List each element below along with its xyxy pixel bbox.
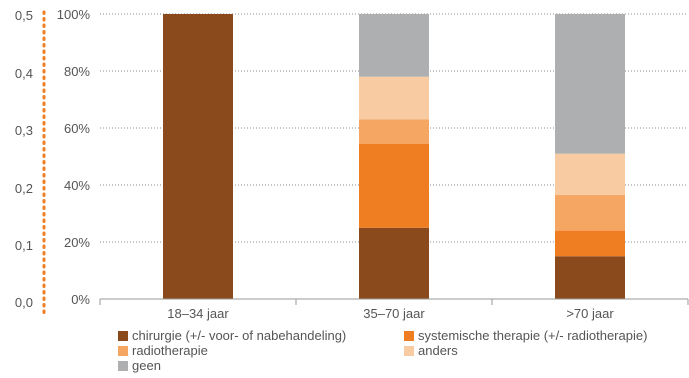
legend-swatch [404, 331, 414, 341]
bar-segment [555, 230, 625, 257]
legend-swatch [118, 346, 128, 356]
y-tick-label: 40% [64, 178, 90, 193]
bar-segment [555, 256, 625, 299]
secondary-axis-tick-label: 0,1 [15, 238, 33, 253]
legend-label: geen [132, 358, 161, 373]
bar-segment [359, 119, 429, 144]
secondary-axis-tick-label: 0,5 [15, 8, 33, 23]
x-tick-label: 35–70 jaar [363, 306, 425, 321]
x-tick-label: 18–34 jaar [167, 306, 229, 321]
bar-segment [359, 143, 429, 228]
secondary-axis-tick-label: 0,0 [15, 295, 33, 310]
secondary-axis-tick-label: 0,4 [15, 66, 33, 81]
y-tick-label: 80% [64, 64, 90, 79]
bar-segment [359, 227, 429, 299]
y-tick-label: 100% [57, 7, 91, 22]
legend-swatch [404, 346, 414, 356]
secondary-axis-tick-label: 0,3 [15, 123, 33, 138]
bar-segment [163, 14, 233, 299]
x-tick-label: >70 jaar [566, 306, 614, 321]
bar-segment [555, 14, 625, 154]
y-tick-label: 0% [71, 292, 90, 307]
bar-segment [555, 194, 625, 231]
y-tick-label: 60% [64, 121, 90, 136]
bar-segment [555, 153, 625, 195]
bar-segment [359, 76, 429, 120]
legend-swatch [118, 331, 128, 341]
legend-label: anders [418, 343, 458, 358]
y-tick-label: 20% [64, 235, 90, 250]
legend-label: chirurgie (+/- voor- of nabehandeling) [132, 328, 346, 343]
legend-label: systemische therapie (+/- radiotherapie) [418, 328, 647, 343]
legend-label: radiotherapie [132, 343, 208, 358]
legend-swatch [118, 361, 128, 371]
secondary-axis-tick-label: 0,2 [15, 181, 33, 196]
bar-segment [359, 14, 429, 77]
